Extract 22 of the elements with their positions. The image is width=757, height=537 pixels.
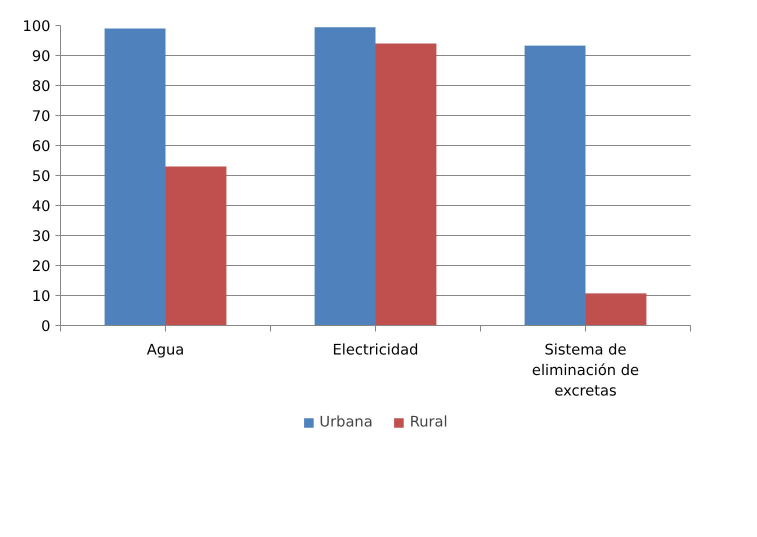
- y-tick-label: 90: [32, 48, 51, 65]
- bar: [586, 293, 646, 326]
- bar: [524, 46, 586, 326]
- bar: [104, 28, 166, 326]
- y-tick-label: 60: [32, 138, 51, 155]
- y-tick-label: 100: [22, 18, 51, 35]
- legend-label: Rural: [410, 414, 448, 430]
- y-tick-label: 50: [32, 168, 51, 185]
- bar: [314, 27, 376, 326]
- y-tick-label: 20: [32, 258, 51, 275]
- y-tick-label: 0: [41, 318, 51, 335]
- y-tick-label: 80: [32, 78, 51, 95]
- legend-label: Urbana: [319, 414, 373, 430]
- y-tick-label: 70: [32, 108, 51, 125]
- y-tick-label: 30: [32, 228, 51, 245]
- x-tick-label: Agua: [146, 342, 184, 358]
- bar: [376, 44, 436, 326]
- x-tick-label: Sistema de eliminación de excretas: [532, 342, 640, 400]
- y-tick-label: 10: [32, 288, 51, 305]
- x-tick-label: Electricidad: [332, 342, 418, 358]
- bar: [166, 166, 226, 326]
- y-tick-label: 40: [32, 198, 51, 215]
